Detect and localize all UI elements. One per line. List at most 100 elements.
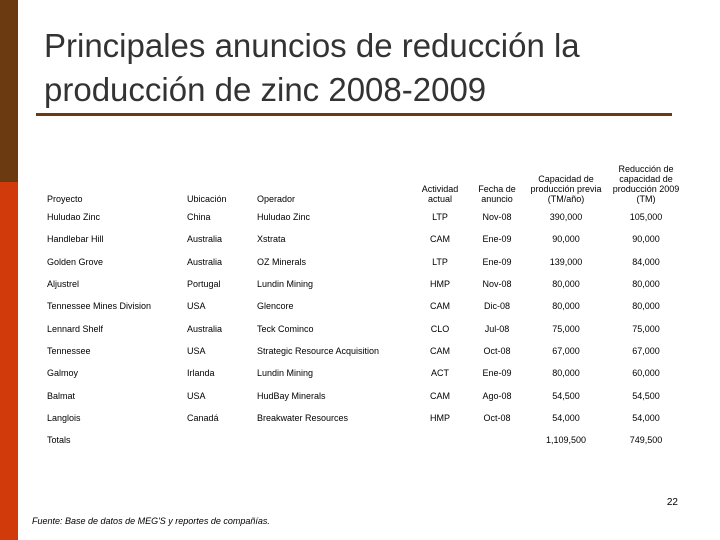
table-row: Huludao Zinc China Huludao Zinc LTP Nov-… (44, 206, 686, 228)
cell-fecha: Ene-09 (482, 368, 512, 379)
cell-capacidad: 80,000 (552, 279, 580, 290)
table-row: Tennessee Mines Division USA Glencore CA… (44, 295, 686, 317)
cell-reduccion: 67,000 (632, 345, 660, 356)
title-divider (36, 113, 672, 116)
cell-ubicacion: USA (187, 301, 206, 312)
totals-label: Totals (47, 435, 71, 446)
cell-ubicacion: Irlanda (187, 368, 215, 379)
cell-ubicacion: Australia (187, 256, 223, 267)
cell-capacidad: 139,000 (549, 256, 583, 267)
cell-operador: Xstrata (257, 234, 286, 245)
slide-title: Principales anuncios de reducción la pro… (44, 24, 684, 112)
cell-proyecto: Langlois (47, 412, 81, 423)
cell-capacidad: 80,000 (552, 301, 580, 312)
cell-operador: Breakwater Resources (257, 412, 349, 423)
cell-capacidad: 80,000 (552, 368, 580, 379)
cell-actividad: CAM (430, 234, 450, 245)
sidebar-accent-top (0, 0, 18, 182)
source-note: Fuente: Base de datos de MEG'S y reporte… (32, 516, 270, 526)
cell-operador: Glencore (257, 301, 294, 312)
cell-capacidad: 90,000 (552, 234, 580, 245)
cell-ubicacion: USA (187, 345, 206, 356)
cell-reduccion: 80,000 (632, 301, 660, 312)
cell-operador: HudBay Minerals (257, 390, 326, 401)
cell-actividad: HMP (430, 279, 450, 290)
cell-operador: Lundin Mining (257, 368, 314, 379)
cell-actividad: LTP (432, 212, 448, 223)
cell-proyecto: Aljustrel (47, 279, 80, 290)
cell-proyecto: Golden Grove (47, 256, 104, 267)
header-ubicacion: Ubicación (187, 194, 227, 204)
cell-ubicacion: Canadá (187, 412, 219, 423)
zinc-reduction-table: Proyecto Ubicación Operador Actividad ac… (44, 152, 686, 451)
cell-fecha: Nov-08 (482, 279, 512, 290)
cell-operador: Lundin Mining (257, 279, 314, 290)
cell-operador: Huludao Zinc (257, 212, 311, 223)
cell-capacidad: 67,000 (552, 345, 580, 356)
cell-proyecto: Balmat (47, 390, 76, 401)
slide-title-line-1: Principales anuncios de reducción la (44, 27, 580, 64)
table-row: Tennessee USA Strategic Resource Acquisi… (44, 340, 686, 362)
cell-ubicacion: China (187, 212, 211, 223)
cell-fecha: Jul-08 (484, 323, 510, 334)
header-capacidad: Capacidad de producción previa (TM/año) (530, 174, 602, 204)
table-row: Lennard Shelf Australia Teck Cominco CLO… (44, 317, 686, 339)
cell-proyecto: Tennessee (47, 345, 91, 356)
table-row: Balmat USA HudBay Minerals CAM Ago-08 54… (44, 384, 686, 406)
totals-row: Totals 1,109,500 749,500 (44, 429, 686, 451)
cell-reduccion: 90,000 (632, 234, 660, 245)
header-reduccion: Reducción de capacidad de producción 200… (612, 164, 680, 204)
totals-capacity: 1,109,500 (545, 435, 587, 446)
cell-actividad: CAM (430, 345, 450, 356)
cell-actividad: CLO (430, 323, 450, 334)
cell-proyecto: Galmoy (47, 368, 79, 379)
table-header-row: Proyecto Ubicación Operador Actividad ac… (44, 152, 686, 206)
cell-fecha: Ago-08 (482, 390, 512, 401)
table-row: Langlois Canadá Breakwater Resources HMP… (44, 407, 686, 429)
header-actividad: Actividad actual (421, 184, 459, 204)
cell-proyecto: Lennard Shelf (47, 323, 104, 334)
cell-fecha: Oct-08 (483, 345, 511, 356)
cell-proyecto: Huludao Zinc (47, 212, 101, 223)
cell-capacidad: 75,000 (552, 323, 580, 334)
cell-actividad: LTP (432, 256, 448, 267)
cell-fecha: Oct-08 (483, 412, 511, 423)
cell-reduccion: 60,000 (632, 368, 660, 379)
cell-reduccion: 80,000 (632, 279, 660, 290)
cell-capacidad: 390,000 (549, 212, 583, 223)
table-row: Handlebar Hill Australia Xstrata CAM Ene… (44, 228, 686, 250)
cell-ubicacion: Portugal (187, 279, 221, 290)
sidebar-accent-bottom (0, 182, 18, 540)
cell-operador: Teck Cominco (257, 323, 314, 334)
header-fecha: Fecha de anuncio (478, 184, 516, 204)
totals-reduction: 749,500 (629, 435, 663, 446)
slide-title-line-2: producción de zinc 2008-2009 (44, 71, 487, 108)
cell-capacidad: 54,500 (552, 390, 580, 401)
cell-fecha: Nov-08 (482, 212, 512, 223)
table-row: Galmoy Irlanda Lundin Mining ACT Ene-09 … (44, 362, 686, 384)
cell-fecha: Dic-08 (483, 301, 510, 312)
cell-fecha: Ene-09 (482, 256, 512, 267)
cell-actividad: HMP (430, 412, 450, 423)
cell-ubicacion: Australia (187, 323, 223, 334)
cell-reduccion: 54,000 (632, 412, 660, 423)
cell-actividad: CAM (430, 390, 450, 401)
cell-reduccion: 75,000 (632, 323, 660, 334)
cell-ubicacion: USA (187, 390, 206, 401)
cell-reduccion: 84,000 (632, 256, 660, 267)
cell-operador: Strategic Resource Acquisition (257, 345, 380, 356)
cell-reduccion: 54,500 (632, 390, 660, 401)
cell-ubicacion: Australia (187, 234, 223, 245)
cell-reduccion: 105,000 (629, 212, 663, 223)
table-row: Golden Grove Australia OZ Minerals LTP E… (44, 251, 686, 273)
cell-operador: OZ Minerals (257, 256, 307, 267)
cell-fecha: Ene-09 (482, 234, 512, 245)
cell-proyecto: Handlebar Hill (47, 234, 104, 245)
table-row: Aljustrel Portugal Lundin Mining HMP Nov… (44, 273, 686, 295)
cell-capacidad: 54,000 (552, 412, 580, 423)
page-number: 22 (666, 497, 678, 508)
header-operador: Operador (257, 194, 296, 204)
cell-proyecto: Tennessee Mines Division (47, 301, 152, 312)
cell-actividad: ACT (431, 368, 449, 379)
cell-actividad: CAM (430, 301, 450, 312)
